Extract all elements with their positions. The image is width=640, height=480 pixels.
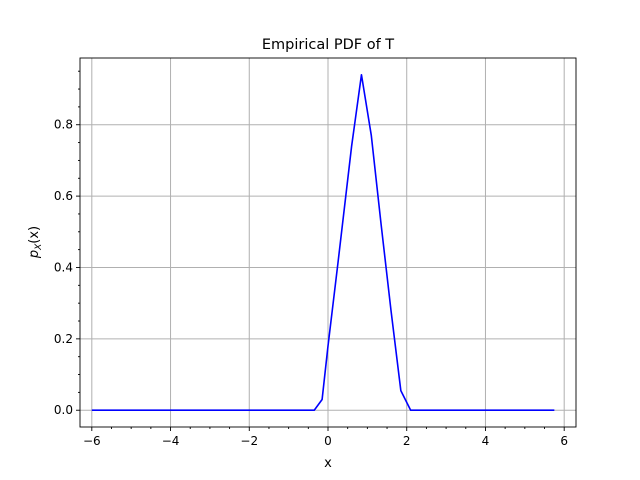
x-axis-label: x (324, 456, 332, 471)
chart-title: Empirical PDF of T (262, 37, 394, 53)
x-tick-label: 2 (403, 434, 411, 448)
x-tick-label: −2 (240, 434, 258, 448)
x-tick-label: 4 (482, 434, 490, 448)
y-tick-label: 0.2 (54, 332, 73, 346)
y-axis-label-sub: X (34, 243, 44, 251)
grid (80, 58, 576, 427)
y-tick-label: 0.4 (54, 260, 73, 274)
x-tick-label: 0 (324, 434, 332, 448)
y-axis-label-base: p (27, 250, 42, 259)
y-axis: 0.0 0.2 0.4 0.6 0.8 (54, 70, 80, 417)
y-tick-label: 0.8 (54, 118, 73, 132)
y-axis-label: pX(x) (27, 226, 44, 259)
x-axis: −6 −4 −2 0 2 4 6 (83, 427, 568, 448)
x-tick-label: −4 (162, 434, 180, 448)
y-tick-label: 0.0 (54, 403, 73, 417)
y-axis-label-arg: (x) (27, 226, 42, 244)
series-line (91, 73, 555, 412)
y-tick-label: 0.6 (54, 189, 73, 203)
x-tick-label: 6 (560, 434, 568, 448)
x-tick-label: −6 (83, 434, 101, 448)
